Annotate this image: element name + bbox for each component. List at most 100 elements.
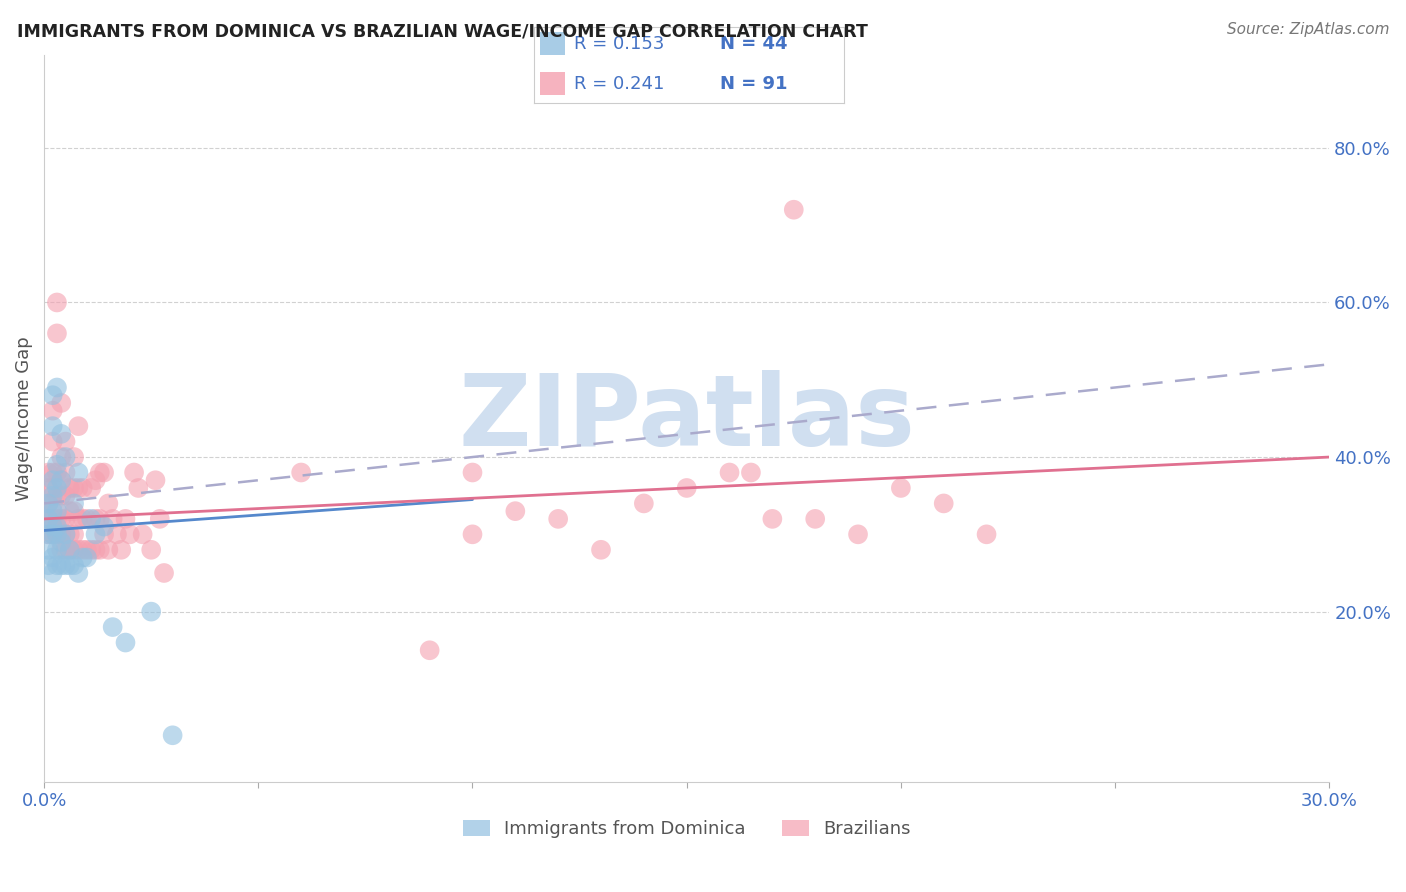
Point — [633, 496, 655, 510]
Point — [46, 481, 69, 495]
Point — [59, 558, 82, 573]
Point — [67, 512, 90, 526]
Point — [46, 326, 69, 341]
Point — [67, 566, 90, 580]
Text: R = 0.153: R = 0.153 — [575, 35, 665, 53]
Point — [46, 458, 69, 472]
Point — [51, 512, 73, 526]
Point — [141, 605, 163, 619]
Bar — [540, 32, 565, 55]
Point — [59, 504, 82, 518]
Point — [55, 542, 77, 557]
Point — [101, 620, 124, 634]
Point — [63, 542, 86, 557]
Point — [59, 527, 82, 541]
Point — [84, 542, 107, 557]
Text: N = 44: N = 44 — [720, 35, 787, 53]
Point — [89, 466, 111, 480]
Point — [114, 512, 136, 526]
Point — [76, 512, 98, 526]
Point — [41, 434, 63, 449]
Point — [89, 512, 111, 526]
Point — [67, 419, 90, 434]
Point — [131, 527, 153, 541]
Point — [41, 489, 63, 503]
Point — [118, 527, 141, 541]
Y-axis label: Wage/Income Gap: Wage/Income Gap — [15, 336, 32, 500]
Point — [41, 419, 63, 434]
Point — [46, 466, 69, 480]
Point — [141, 542, 163, 557]
Point — [37, 527, 59, 541]
Point — [55, 450, 77, 464]
Point — [63, 558, 86, 573]
Point — [51, 396, 73, 410]
Point — [46, 489, 69, 503]
Point — [804, 512, 827, 526]
Point — [55, 489, 77, 503]
Point — [932, 496, 955, 510]
Point — [740, 466, 762, 480]
Point — [761, 512, 783, 526]
Point — [290, 466, 312, 480]
Point — [93, 466, 115, 480]
Point — [41, 527, 63, 541]
Point — [41, 403, 63, 417]
Point — [890, 481, 912, 495]
Point — [41, 550, 63, 565]
Point — [84, 473, 107, 487]
Point — [110, 542, 132, 557]
Point — [37, 496, 59, 510]
Point — [46, 512, 69, 526]
Point — [63, 481, 86, 495]
Point — [114, 635, 136, 649]
Point — [59, 542, 82, 557]
Point — [93, 527, 115, 541]
Point — [153, 566, 176, 580]
Point — [46, 542, 69, 557]
Point — [589, 542, 612, 557]
Bar — [540, 72, 565, 95]
Text: R = 0.241: R = 0.241 — [575, 75, 665, 93]
Point — [97, 496, 120, 510]
Text: ZIPatlas: ZIPatlas — [458, 370, 915, 467]
Point — [93, 519, 115, 533]
Point — [89, 542, 111, 557]
Point — [37, 466, 59, 480]
Point — [122, 466, 145, 480]
Point — [505, 504, 527, 518]
Point — [97, 542, 120, 557]
Point — [41, 504, 63, 518]
Point — [718, 466, 741, 480]
Point — [51, 426, 73, 441]
Point — [80, 481, 103, 495]
Text: N = 91: N = 91 — [720, 75, 787, 93]
Point — [37, 527, 59, 541]
Point — [80, 512, 103, 526]
Point — [76, 550, 98, 565]
Point — [84, 527, 107, 541]
Point — [41, 481, 63, 495]
Point — [46, 558, 69, 573]
Point — [59, 481, 82, 495]
Point — [84, 512, 107, 526]
Text: Source: ZipAtlas.com: Source: ZipAtlas.com — [1226, 22, 1389, 37]
Point — [51, 527, 73, 541]
Point — [41, 388, 63, 402]
Text: IMMIGRANTS FROM DOMINICA VS BRAZILIAN WAGE/INCOME GAP CORRELATION CHART: IMMIGRANTS FROM DOMINICA VS BRAZILIAN WA… — [17, 22, 868, 40]
Point — [37, 542, 59, 557]
Point — [46, 295, 69, 310]
Point — [145, 473, 167, 487]
Point — [67, 542, 90, 557]
Point — [105, 527, 128, 541]
Point — [461, 527, 484, 541]
Point — [51, 535, 73, 549]
Point — [162, 728, 184, 742]
Point — [51, 542, 73, 557]
Point — [37, 558, 59, 573]
Point — [46, 519, 69, 533]
Point — [846, 527, 869, 541]
Point — [51, 450, 73, 464]
Point — [55, 527, 77, 541]
Point — [55, 466, 77, 480]
